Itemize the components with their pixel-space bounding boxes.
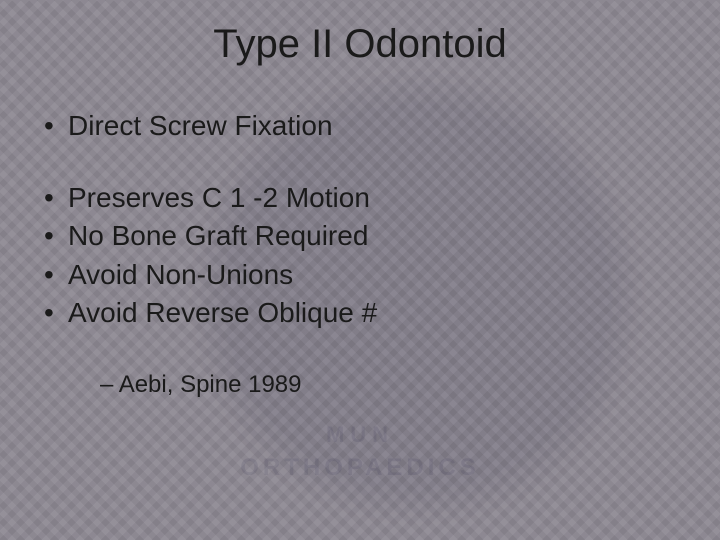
- bullet-text: Direct Screw Fixation: [68, 110, 333, 141]
- bullet-text: Avoid Non-Unions: [68, 259, 293, 290]
- bullet-text: Avoid Reverse Oblique #: [68, 297, 377, 328]
- bullet-text: Preserves C 1 -2 Motion: [68, 182, 370, 213]
- slide: MUN ORTHOPAEDICS Type II Odontoid Direct…: [0, 0, 720, 540]
- watermark-line2: ORTHOPAEDICS: [0, 451, 720, 485]
- bullet-item: Avoid Reverse Oblique #: [40, 297, 680, 329]
- spacer: [40, 148, 680, 182]
- sub-bullet-text: – Aebi, Spine 1989: [100, 371, 302, 398]
- bullet-list: Direct Screw Fixation: [40, 110, 680, 142]
- bullet-item: Avoid Non-Unions: [40, 259, 680, 291]
- watermark: MUN ORTHOPAEDICS: [0, 420, 720, 484]
- sub-bullet: – Aebi, Spine 1989: [40, 371, 680, 399]
- bullet-item: Direct Screw Fixation: [40, 110, 680, 142]
- bullet-item: No Bone Graft Required: [40, 220, 680, 252]
- bullet-list: Preserves C 1 -2 Motion No Bone Graft Re…: [40, 182, 680, 329]
- watermark-line1: MUN: [0, 420, 720, 451]
- bullet-item: Preserves C 1 -2 Motion: [40, 182, 680, 214]
- slide-body: Direct Screw Fixation Preserves C 1 -2 M…: [40, 110, 680, 399]
- bullet-text: No Bone Graft Required: [68, 220, 368, 251]
- slide-title: Type II Odontoid: [0, 22, 720, 67]
